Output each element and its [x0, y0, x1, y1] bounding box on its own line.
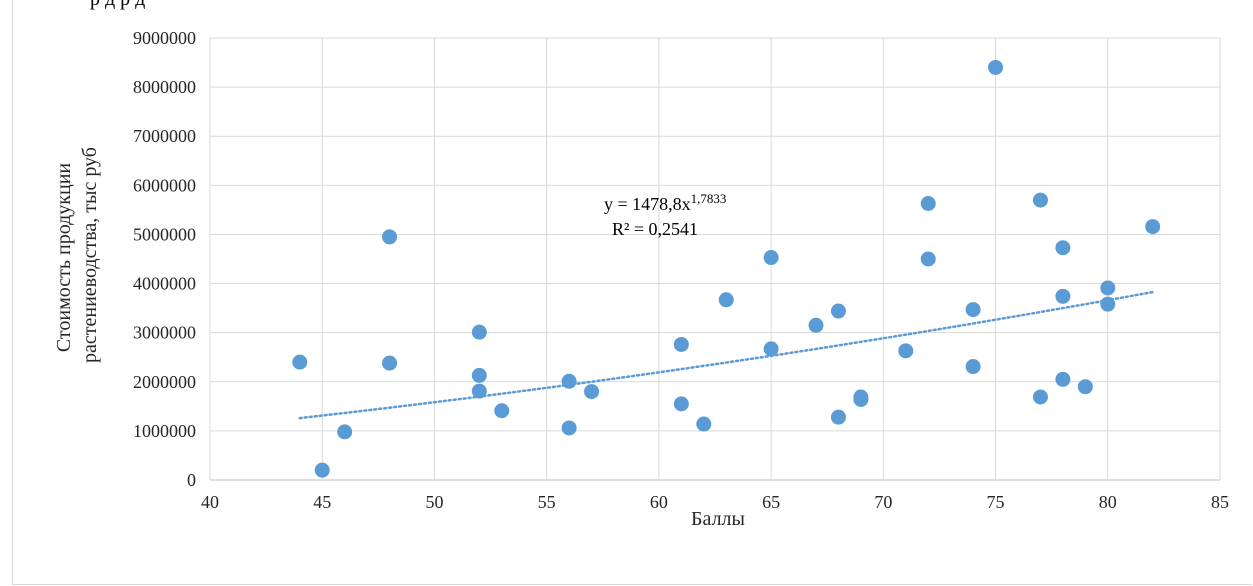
y-axis-title: Стоимость продукции растениеводства, тыс… — [53, 147, 101, 363]
data-point — [337, 424, 353, 440]
x-tick-label: 70 — [874, 492, 892, 512]
data-point — [1032, 192, 1048, 208]
y-tick-label: 1000000 — [133, 421, 196, 441]
data-point — [1055, 240, 1071, 256]
x-tick-label: 65 — [762, 492, 780, 512]
data-point — [1100, 296, 1116, 312]
header-text-fragment: р д р д — [90, 0, 145, 11]
data-point — [673, 396, 689, 412]
data-point — [1100, 280, 1116, 296]
data-point — [673, 336, 689, 352]
trendline-r2: R² = 0,2541 — [612, 219, 698, 239]
data-point — [920, 196, 936, 212]
x-tick-label: 80 — [1099, 492, 1117, 512]
data-point — [494, 403, 510, 419]
data-point — [763, 250, 779, 266]
data-point — [988, 59, 1004, 75]
data-point — [808, 317, 824, 333]
data-point — [561, 420, 577, 436]
data-point — [718, 292, 734, 308]
x-tick-label: 85 — [1211, 492, 1229, 512]
data-point — [965, 359, 981, 375]
y-tick-label: 4000000 — [133, 274, 196, 294]
data-point — [382, 229, 398, 245]
x-tick-label: 60 — [650, 492, 668, 512]
data-point — [292, 354, 308, 370]
data-point — [920, 251, 936, 267]
data-point — [584, 384, 600, 400]
data-point — [314, 462, 330, 478]
x-tick-label: 55 — [538, 492, 556, 512]
y-axis-title-line-1: Стоимость продукции — [53, 163, 75, 353]
y-tick-label: 5000000 — [133, 224, 196, 244]
data-point — [965, 302, 981, 318]
data-point — [471, 367, 487, 383]
data-point — [382, 355, 398, 371]
x-axis-title: Баллы — [691, 508, 745, 530]
grid-lines — [209, 37, 1221, 481]
data-point — [763, 341, 779, 357]
data-point — [471, 324, 487, 340]
data-point — [830, 303, 846, 319]
y-tick-label: 2000000 — [133, 372, 196, 392]
data-point — [898, 343, 914, 359]
y-tick-label: 9000000 — [133, 28, 196, 48]
data-point — [1077, 379, 1093, 395]
x-tick-label: 50 — [425, 492, 443, 512]
data-point — [696, 416, 712, 432]
y-tick-label: 0 — [187, 470, 196, 490]
y-tick-label: 6000000 — [133, 175, 196, 195]
trendline-equation-exponent: 1,7833 — [691, 191, 727, 206]
data-point — [1032, 389, 1048, 405]
tick-labels: 0 1000000 2000000 3000000 4000000 5000000 6000… — [133, 28, 1229, 512]
x-tick-label: 40 — [201, 492, 219, 512]
y-tick-label: 3000000 — [133, 323, 196, 343]
data-point — [471, 383, 487, 399]
data-point — [1055, 288, 1071, 304]
y-axis-title-line-2: растениеводства, тыс руб — [79, 147, 101, 363]
data-point — [1055, 371, 1071, 387]
x-tick-label: 75 — [987, 492, 1005, 512]
trendline-equation-base: y = 1478,8x — [604, 194, 691, 214]
trendline — [298, 290, 1154, 420]
data-point — [830, 409, 846, 425]
data-point — [1145, 219, 1161, 235]
trendline-layer — [298, 290, 1154, 420]
x-tick-label: 45 — [313, 492, 331, 512]
chart-frame — [12, 0, 1252, 585]
data-point — [561, 373, 577, 389]
trendline-equation: y = 1478,8x1,7833 — [604, 191, 726, 214]
data-point — [853, 391, 869, 407]
y-tick-label: 7000000 — [133, 126, 196, 146]
y-tick-label: 8000000 — [133, 77, 196, 97]
data-points — [292, 59, 1161, 478]
